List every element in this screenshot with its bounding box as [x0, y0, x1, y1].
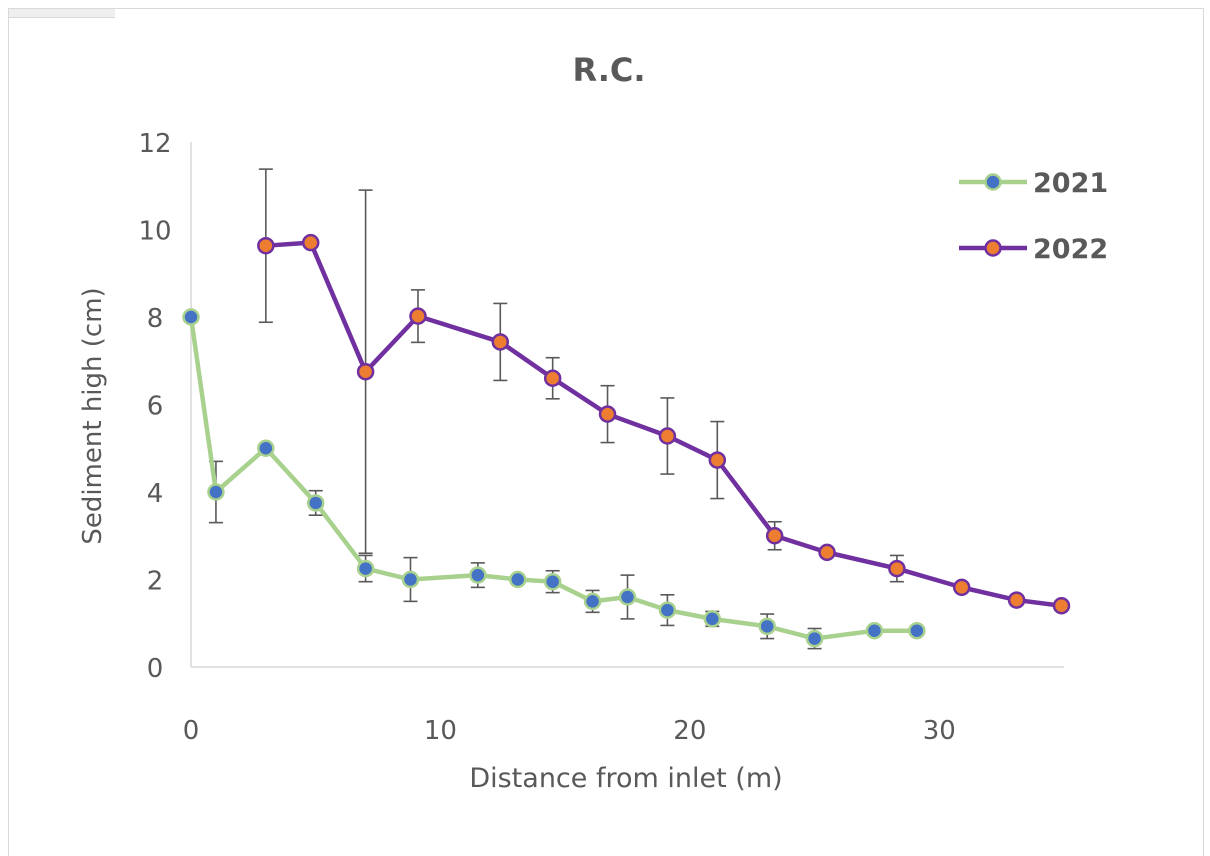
- x-tick-label: 30: [923, 716, 956, 746]
- data-point-2021: [703, 610, 722, 628]
- data-point-2022: [952, 578, 971, 597]
- chart-area: R.C. Sediment high (cm) Distance from in…: [8, 8, 1204, 856]
- y-tick-label: 0: [147, 654, 164, 684]
- x-axis-ticks: 0 10 20 30: [183, 716, 956, 746]
- data-point-2021: [356, 559, 375, 578]
- y-tick-label: 10: [138, 217, 171, 247]
- data-point-2021: [805, 629, 824, 648]
- x-tick-label: 10: [424, 716, 457, 746]
- y-axis-label: Sediment high (cm): [78, 287, 108, 544]
- plot-area: [182, 168, 1071, 650]
- data-point-2022: [356, 362, 375, 381]
- legend: 2021 2022: [959, 168, 1108, 265]
- line-chart: R.C. Sediment high (cm) Distance from in…: [78, 51, 1108, 794]
- y-tick-label: 2: [147, 567, 164, 597]
- x-tick-label: 0: [183, 716, 200, 746]
- data-point-2022: [708, 451, 727, 469]
- y-tick-label: 6: [147, 392, 164, 422]
- legend-label-2021: 2021: [1033, 168, 1108, 199]
- data-point-2021: [583, 592, 602, 611]
- legend-marker-2021: [984, 173, 1002, 191]
- data-point-2022: [491, 333, 510, 351]
- y-axis-ticks: 0 2 4 6 8 10 12: [138, 129, 171, 684]
- data-point-2021: [618, 588, 637, 606]
- window-corner-tab: [9, 9, 115, 18]
- y-tick-label: 8: [147, 304, 164, 334]
- data-point-2022: [1007, 591, 1026, 609]
- data-point-2022: [409, 307, 427, 325]
- chart-title: R.C.: [572, 51, 645, 89]
- data-point-2022: [658, 427, 677, 445]
- data-point-2021: [908, 621, 926, 640]
- data-point-2021: [182, 308, 200, 326]
- data-point-2022: [301, 233, 320, 252]
- data-point-2021: [469, 566, 487, 584]
- data-point-2021: [306, 494, 325, 512]
- y-tick-label: 12: [138, 129, 171, 159]
- legend-marker-2022: [984, 239, 1002, 257]
- data-point-2021: [509, 570, 527, 589]
- data-point-2021: [401, 570, 420, 589]
- series-line-2022: [265, 240, 1062, 608]
- x-tick-label: 20: [673, 716, 706, 746]
- data-point-2021: [758, 617, 776, 636]
- data-point-2022: [543, 369, 562, 387]
- data-point-2022: [257, 236, 275, 255]
- data-point-2021: [257, 439, 275, 457]
- data-point-2021: [207, 483, 225, 501]
- data-point-2021: [865, 621, 884, 640]
- data-point-2022: [888, 559, 906, 578]
- legend-label-2022: 2022: [1033, 234, 1108, 265]
- y-tick-label: 4: [147, 479, 164, 509]
- data-point-2021: [543, 572, 562, 591]
- data-point-2021: [658, 601, 677, 619]
- x-axis-label: Distance from inlet (m): [469, 763, 782, 794]
- data-point-2022: [598, 405, 617, 423]
- data-point-2022: [765, 527, 784, 545]
- data-point-2022: [818, 543, 836, 562]
- data-point-2022: [1052, 597, 1071, 615]
